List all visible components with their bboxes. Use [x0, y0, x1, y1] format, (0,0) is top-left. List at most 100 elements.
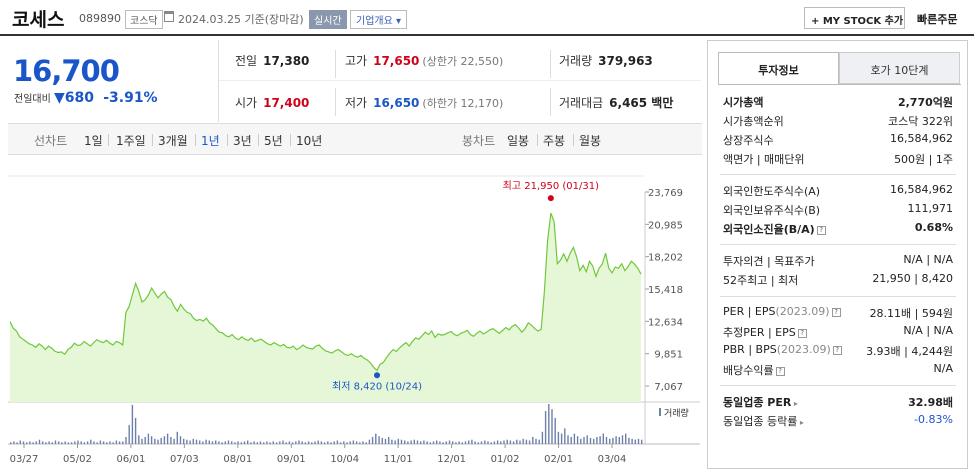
volume-bar — [448, 440, 451, 444]
period-5y[interactable]: 5년 — [264, 134, 283, 148]
volume-bar — [621, 435, 624, 444]
period-1w[interactable]: 1주일 — [116, 134, 146, 148]
company-summary-dropdown[interactable]: 기업개요 ▾ — [350, 10, 407, 29]
period-3m[interactable]: 3개월 — [158, 134, 188, 148]
volume-bar — [362, 441, 364, 444]
price-summary: 16,700 전일대비 ▼680 -3.91% — [8, 40, 218, 122]
invest-row-label: 액면가 | 매매단위 — [723, 153, 805, 166]
volume-bar — [567, 435, 569, 444]
invest-row: 배당수익률? N/A — [723, 362, 953, 380]
max-point — [547, 195, 554, 202]
candle-daily[interactable]: 일봉 — [507, 134, 530, 148]
volume-bar — [432, 441, 435, 444]
volume-bar — [560, 433, 563, 444]
period-1d[interactable]: 1일 — [84, 134, 103, 148]
volume-bar — [301, 441, 303, 444]
volume-bar — [80, 441, 82, 444]
volume-bar — [147, 433, 150, 444]
down-arrow-icon: ▼ — [54, 90, 65, 106]
invest-row-value: 21,950 | 8,420 — [872, 272, 953, 285]
volume: 거래량 379,963 — [559, 54, 653, 68]
volume-bar — [484, 440, 486, 444]
volume-bar — [317, 440, 319, 444]
volume-bar — [250, 442, 252, 444]
volume-bar — [183, 438, 185, 444]
volume-bar — [544, 411, 547, 444]
period-3y[interactable]: 3년 — [233, 134, 252, 148]
volume-bar — [628, 437, 630, 444]
invest-row: 시가총액순위 코스닥 322위 — [723, 113, 953, 131]
volume-bar — [420, 441, 422, 444]
volume-bar — [295, 441, 297, 444]
volume-bar — [208, 440, 210, 444]
volume-bar — [247, 440, 249, 444]
change-label: 전일대비 — [14, 94, 51, 105]
help-icon[interactable]: ? — [775, 366, 785, 376]
add-mystock-button[interactable]: + MY STOCK 추가 — [804, 7, 905, 29]
volume-bar — [51, 442, 53, 444]
y-tick-label: 23,769 — [648, 188, 683, 199]
tab-orderbook[interactable]: 호가 10단계 — [839, 52, 960, 84]
volume-bar — [96, 442, 98, 444]
y-tick-label: 9,851 — [654, 350, 683, 361]
help-icon[interactable]: ? — [797, 328, 807, 338]
volume-bar — [272, 441, 274, 444]
help-icon[interactable]: ? — [832, 345, 842, 355]
invest-row-label: 시가총액순위 — [723, 115, 784, 128]
volume-bar — [48, 441, 50, 444]
realtime-button[interactable]: 실시간 — [309, 10, 347, 29]
volume-bar — [493, 441, 496, 444]
volume-bar — [416, 440, 419, 444]
trade-amount: 거래대금 6,465 백만 — [559, 96, 674, 110]
max-label: 최고 21,950 (01/31) — [503, 180, 599, 192]
invest-row-label: 동일업종 PER ▸ — [723, 396, 798, 409]
volume-bar — [404, 440, 406, 444]
period-10y[interactable]: 10년 — [296, 134, 323, 148]
candle-monthly[interactable]: 월봉 — [579, 134, 602, 148]
x-tick-label: 03/27 — [10, 454, 39, 465]
volume-bar — [173, 438, 175, 444]
quick-order-link[interactable]: 빠른주문 — [917, 13, 958, 26]
invest-row-label: 52주최고 | 최저 — [723, 274, 799, 287]
volume-bar — [436, 440, 438, 444]
volume-bar — [112, 442, 114, 444]
volume-bar — [506, 439, 508, 444]
volume-bar — [144, 437, 146, 444]
volume-bar — [240, 442, 242, 444]
volume-bar — [323, 442, 326, 444]
invest-row: 추정PER | EPS? N/A | N/A — [723, 324, 953, 342]
x-tick-label: 12/01 — [437, 454, 466, 465]
volume-bar — [109, 441, 111, 444]
volume-bar — [157, 439, 159, 444]
volume-bar — [391, 439, 393, 444]
period-1y[interactable]: 1년 — [201, 134, 220, 148]
volume-bar — [528, 440, 531, 444]
volume-bar — [205, 439, 207, 444]
volume-bar — [378, 436, 380, 444]
min-point — [374, 372, 381, 379]
volume-bar — [413, 439, 415, 444]
x-tick-label: 03/04 — [598, 454, 627, 465]
volume-bar — [400, 439, 403, 444]
volume-bar — [288, 441, 291, 444]
volume-bar — [503, 440, 505, 444]
x-tick-label: 08/01 — [223, 454, 252, 465]
volume-bar — [388, 437, 390, 444]
tab-invest-info[interactable]: 투자정보 — [718, 52, 839, 84]
help-icon[interactable]: ? — [831, 307, 841, 317]
candle-weekly[interactable]: 주봉 — [543, 134, 566, 148]
volume-bar — [570, 437, 572, 444]
volume-bar — [548, 404, 550, 444]
invest-row-label: 외국인소진율(B/A)? — [723, 221, 826, 237]
volume-bar — [243, 441, 246, 444]
volume-bar — [637, 438, 640, 444]
volume-bar — [500, 441, 502, 444]
help-icon[interactable]: ? — [816, 225, 826, 235]
volume-bar — [525, 439, 528, 444]
invest-row: PBR | BPS(2023.09)? 3.93배 | 4,244원 — [723, 343, 953, 361]
volume-bar — [580, 438, 582, 444]
volume-bar — [16, 442, 18, 444]
volume-bar — [509, 440, 512, 444]
volume-bar — [35, 441, 37, 444]
volume-bar — [160, 437, 162, 444]
